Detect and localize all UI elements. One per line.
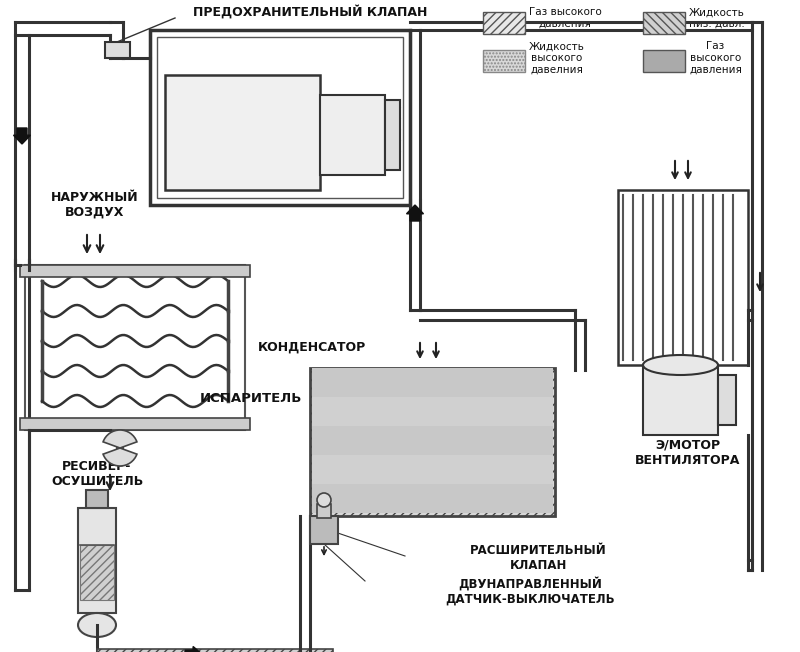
Ellipse shape (78, 613, 116, 637)
Text: Газ высокого
давления: Газ высокого давления (529, 7, 602, 29)
Bar (312, 484, 553, 513)
Bar (157, 37, 403, 198)
Text: ДВУНАПРАВЛЕННЫЙ
ДАТЧИК-ВЫКЛЮЧАТЕЛЬ: ДВУНАПРАВЛЕННЫЙ ДАТЧИК-ВЫКЛЮЧАТЕЛЬ (445, 576, 614, 606)
Text: Газ
высокого
давления: Газ высокого давления (689, 41, 742, 74)
Bar (618, 190, 748, 365)
Text: S: S (222, 171, 229, 185)
Bar (312, 368, 553, 397)
Polygon shape (185, 647, 203, 652)
Bar (718, 375, 736, 425)
Bar (97, 649, 333, 652)
Bar (105, 42, 130, 58)
Bar (312, 397, 553, 426)
Ellipse shape (643, 355, 718, 375)
Bar (20, 265, 250, 277)
Bar (385, 100, 400, 170)
Text: D: D (178, 171, 187, 185)
Bar (78, 508, 116, 613)
Text: РАСШИРИТЕЛЬНЫЙ
КЛАПАН: РАСШИРИТЕЛЬНЫЙ КЛАПАН (470, 544, 606, 572)
Bar (25, 265, 245, 430)
Bar (165, 75, 320, 190)
Circle shape (317, 493, 331, 507)
Wedge shape (103, 430, 137, 448)
Wedge shape (103, 448, 137, 466)
Bar (86, 490, 108, 508)
Text: Жидкость
низ. давл.: Жидкость низ. давл. (689, 7, 745, 29)
Bar (310, 516, 338, 544)
Text: НАРУЖНЫЙ
ВОЗДУХ: НАРУЖНЫЙ ВОЗДУХ (51, 191, 139, 219)
Bar (483, 12, 525, 34)
Bar (20, 418, 250, 430)
Text: Жидкость
высокого
давелния: Жидкость высокого давелния (529, 41, 585, 74)
Bar (483, 50, 525, 72)
Bar (317, 504, 331, 518)
Text: ПРЕДОХРАНИТЕЛЬНЫЙ КЛАПАН: ПРЕДОХРАНИТЕЛЬНЫЙ КЛАПАН (193, 5, 427, 19)
Bar (150, 30, 410, 205)
Bar (312, 455, 553, 484)
Bar (643, 12, 685, 34)
Polygon shape (14, 128, 30, 144)
Bar (643, 365, 718, 435)
Bar (80, 545, 114, 600)
Bar (310, 368, 555, 516)
Bar (643, 50, 685, 72)
Text: РЕСИВЕР-
ОСУШИТЕЛЬ: РЕСИВЕР- ОСУШИТЕЛЬ (51, 460, 143, 488)
Text: ИСПАРИТЕЛЬ: ИСПАРИТЕЛЬ (200, 391, 302, 404)
Polygon shape (406, 205, 423, 221)
Bar (320, 95, 385, 175)
Bar (312, 426, 553, 455)
Text: КОМПРЕССОР: КОМПРЕССОР (190, 89, 294, 102)
Text: Э/МОТОР
ВЕНТИЛЯТОРА: Э/МОТОР ВЕНТИЛЯТОРА (635, 439, 741, 467)
Text: КОНДЕНСАТОР: КОНДЕНСАТОР (258, 340, 366, 353)
